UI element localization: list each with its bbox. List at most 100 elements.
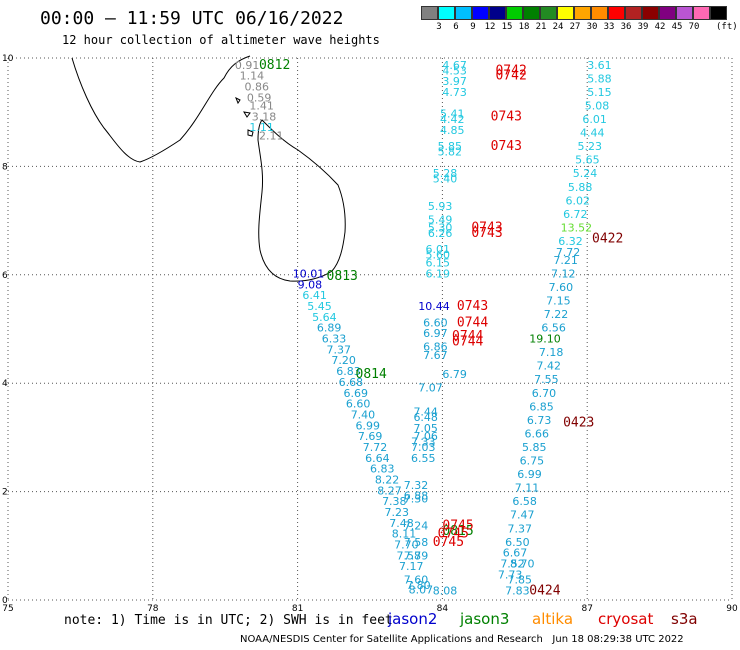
- wave-height-value: 5.88: [587, 72, 612, 85]
- wave-height-value: 5.85: [522, 441, 547, 454]
- y-tick-label: 4: [2, 379, 8, 389]
- legend-label: 30: [586, 22, 598, 32]
- legend-swatch: [659, 6, 676, 20]
- legend-label: 15: [501, 22, 513, 32]
- wave-height-value: 8.08: [433, 585, 458, 598]
- wave-height-value: 7.52: [500, 557, 525, 570]
- wave-height-value: 5.15: [587, 86, 612, 99]
- wave-height-value: 6.15: [426, 257, 451, 270]
- wave-height-value: 1.14: [240, 70, 265, 83]
- grid-lines: [7, 57, 733, 601]
- wave-height-value: 7.60: [549, 281, 574, 294]
- wave-height-value: 6.72: [563, 208, 588, 221]
- wave-height-value: 6.85: [529, 400, 554, 413]
- wave-height-value: 5.40: [433, 173, 458, 186]
- legend-label: 70: [688, 22, 700, 32]
- wave-height-value: 7.20: [331, 354, 356, 367]
- wave-height-value: 0.91: [235, 59, 260, 72]
- x-tick-label: 75: [2, 604, 13, 614]
- pass-time-label: 0745: [433, 535, 464, 550]
- wave-height-value: 7.33: [411, 436, 436, 449]
- pass-time-label: 0813: [327, 269, 358, 284]
- wave-height-value: 6.70: [532, 387, 557, 400]
- x-tick-label: 78: [147, 604, 159, 614]
- x-tick-label: 84: [437, 604, 449, 614]
- wave-height-value: 6.99: [356, 419, 381, 432]
- pass-time-label: 0745: [438, 527, 469, 542]
- y-tick-label: 8: [2, 162, 8, 172]
- wave-height-value: 6.50: [505, 536, 530, 549]
- pass-time-label: 0743: [471, 226, 502, 241]
- wave-height-value: 8.27: [377, 484, 402, 497]
- satellite-s3a: s3a: [671, 610, 698, 628]
- wave-height-value: 7.69: [358, 430, 383, 443]
- wave-height-value: 7.79: [404, 549, 429, 562]
- legend-swatch: [438, 6, 455, 20]
- wave-height-value: 7.22: [544, 308, 569, 321]
- legend-label: 9: [470, 22, 476, 32]
- legend-swatch: [676, 6, 693, 20]
- legend-swatch: [455, 6, 472, 20]
- satellite-jason3: jason3: [460, 610, 510, 628]
- pass-time-label: 0743: [491, 109, 522, 124]
- wave-height-value: 7.72: [363, 441, 388, 454]
- legend-swatch: [540, 6, 557, 20]
- wave-height-value: 7.32: [404, 479, 429, 492]
- page-title: 00:00 – 11:59 UTC 06/16/2022: [40, 8, 344, 29]
- coastline-sri-lanka: [257, 119, 346, 282]
- wave-height-value: 7.83: [505, 585, 530, 598]
- wave-height-value: 6.48: [413, 411, 438, 424]
- page-subtitle: 12 hour collection of altimeter wave hei…: [62, 33, 380, 47]
- wave-height-value: 5.24: [573, 167, 598, 180]
- wave-height-value: 5.08: [585, 99, 610, 112]
- wave-height-value: 7.12: [551, 268, 576, 281]
- pass-time-label: 0744: [452, 329, 483, 344]
- wave-height-value: 5.82: [438, 146, 463, 159]
- legend-swatch: [710, 6, 727, 20]
- legend-label: 21: [535, 22, 547, 32]
- wave-height-value: 6.41: [302, 289, 327, 302]
- wave-height-labels: 0.911.140.860.591.413.181.112.11 10.019.0…: [235, 58, 623, 599]
- timestamp: Jun 18 08:29:38 UTC 2022: [552, 634, 684, 645]
- wave-height-value: 9.08: [298, 278, 323, 291]
- wave-height-value: 6.75: [520, 455, 545, 468]
- legend-label: 36: [620, 22, 632, 32]
- coastline-island-3: [247, 129, 254, 137]
- wave-height-value: 6.60: [423, 316, 448, 329]
- wave-height-value: 8.11: [392, 528, 417, 541]
- color-scale-unit: (ft): [716, 22, 738, 32]
- wave-height-value: 1.41: [249, 99, 273, 112]
- wave-height-value: 6.58: [512, 495, 537, 508]
- wave-height-value: 7.05: [413, 422, 438, 435]
- wave-height-value: 5.30: [428, 221, 453, 234]
- pass-time-label: 0743: [491, 139, 522, 154]
- y-tick-label: 6: [2, 271, 8, 281]
- wave-height-value: 5.85: [438, 140, 463, 153]
- pass-time-label: 0814: [356, 367, 387, 382]
- satellite-altika: altika: [532, 610, 574, 628]
- wave-height-value: 6.32: [558, 235, 583, 248]
- pass-time-label: 0422: [592, 231, 623, 246]
- pass-time-label: 0742: [495, 69, 526, 84]
- legend-swatch: [421, 6, 438, 20]
- wave-height-value: 6.99: [517, 468, 542, 481]
- wave-height-value: 4.53: [442, 64, 467, 77]
- wave-height-value: 6.67: [503, 547, 528, 560]
- legend-label: 6: [453, 22, 459, 32]
- legend-label: 24: [552, 22, 564, 32]
- wave-height-value: 4.42: [440, 113, 465, 126]
- wave-height-value: 4.73: [442, 86, 467, 99]
- wave-height-value: 6.01: [582, 113, 607, 126]
- wave-height-value: 7.58: [404, 536, 429, 549]
- wave-height-value: 7.11: [515, 482, 540, 495]
- wave-height-value: 6.02: [565, 194, 590, 207]
- legend-swatch: [591, 6, 608, 20]
- credit-line: NOAA/NESDIS Center for Satellite Applica…: [240, 634, 684, 645]
- wave-height-value: 6.26: [428, 227, 453, 240]
- footnote: note: 1) Time is in UTC; 2) SWH is in fe…: [64, 613, 393, 628]
- wave-height-value: 7.55: [534, 373, 559, 386]
- pass-time-label: 0743: [457, 299, 488, 314]
- wave-height-value: 10.01: [293, 268, 325, 281]
- legend-swatch: [472, 6, 489, 20]
- wave-height-value: 6.73: [527, 414, 552, 427]
